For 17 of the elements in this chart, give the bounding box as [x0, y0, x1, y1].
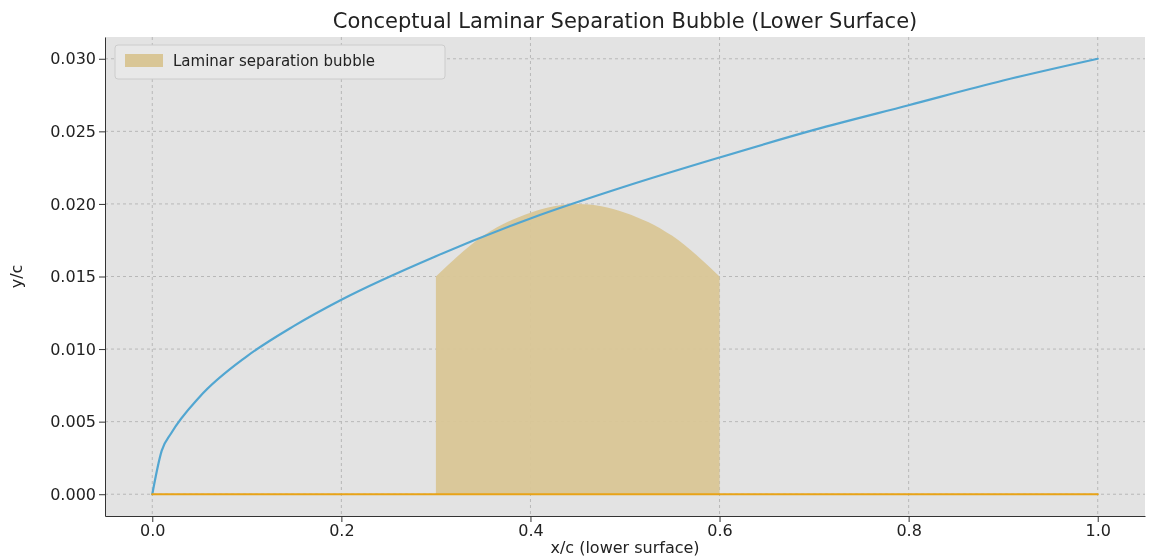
chart-title: Conceptual Laminar Separation Bubble (Lower Surface): [332, 9, 918, 33]
y-tick-label: 0.010: [50, 339, 96, 359]
y-tick-label: 0.020: [50, 194, 96, 214]
y-axis-title: y/c: [7, 264, 26, 289]
x-tick-label: 1.0: [1085, 521, 1111, 541]
x-tick-label: 0.2: [329, 521, 355, 541]
y-tick-label: 0.015: [50, 267, 96, 287]
y-tick-label: 0.030: [50, 49, 96, 69]
y-tick-label: 0.000: [50, 484, 96, 504]
x-tick-label: 0.6: [707, 521, 733, 541]
y-tick-label: 0.005: [50, 412, 96, 432]
y-tick-label: 0.025: [50, 121, 96, 141]
x-tick-label: 0.8: [896, 521, 922, 541]
x-axis-title: x/c (lower surface): [550, 538, 700, 557]
legend-label: Laminar separation bubble: [173, 52, 376, 70]
x-tick-label: 0.4: [518, 521, 544, 541]
x-tick-label: 0.0: [140, 521, 166, 541]
